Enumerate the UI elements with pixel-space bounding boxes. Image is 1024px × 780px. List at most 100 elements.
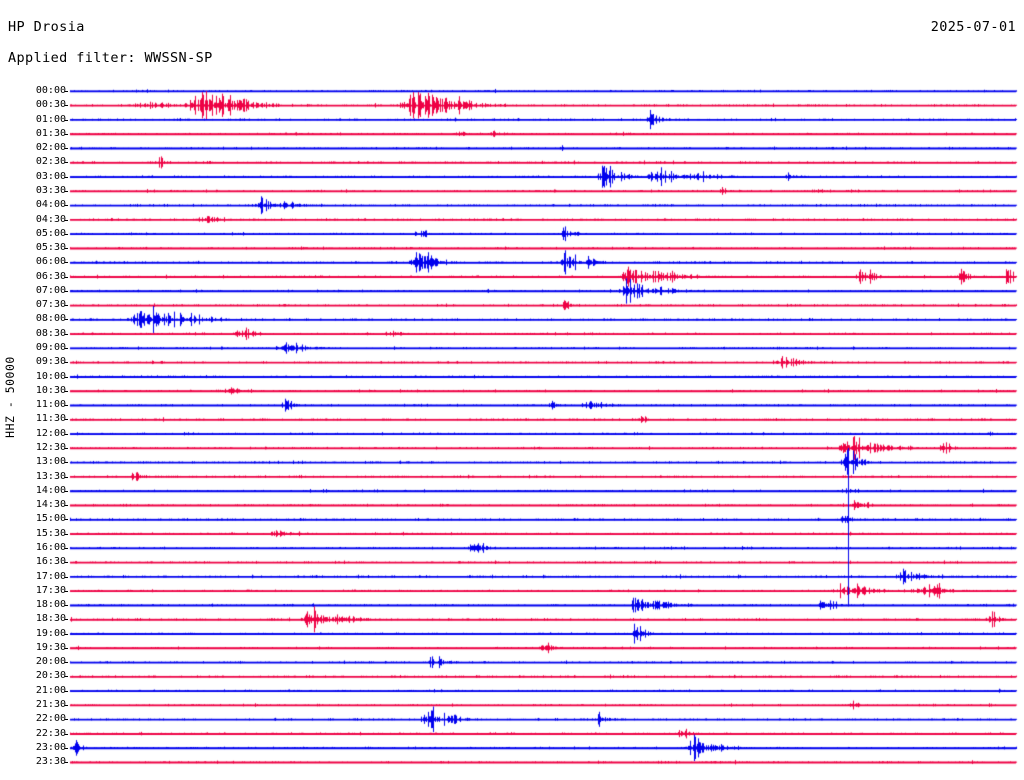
time-tick-mark — [65, 548, 68, 549]
time-tick-label: 08:30 — [35, 327, 66, 339]
time-tick-label: 00:00 — [35, 85, 66, 96]
time-tick-mark — [65, 562, 68, 563]
time-tick-label: 13:30 — [35, 470, 66, 482]
time-tick-mark — [65, 391, 68, 392]
time-tick-label: 06:30 — [35, 270, 66, 282]
time-tick-mark — [65, 434, 68, 435]
time-tick-mark — [65, 305, 68, 306]
time-tick-label: 03:30 — [35, 184, 66, 196]
time-tick-label: 20:00 — [35, 656, 66, 668]
time-tick-mark — [65, 691, 68, 692]
time-tick-label: 20:30 — [35, 670, 66, 682]
time-tick-label: 09:00 — [35, 342, 66, 354]
time-tick-label: 05:30 — [35, 242, 66, 254]
time-tick-mark — [65, 377, 68, 378]
time-tick-label: 13:00 — [35, 456, 66, 468]
time-tick-mark — [65, 462, 68, 463]
time-tick-mark — [65, 577, 68, 578]
time-tick-label: 21:00 — [35, 684, 66, 696]
time-tick-label: 03:00 — [35, 170, 66, 182]
time-tick-mark — [65, 220, 68, 221]
time-tick-label: 12:30 — [35, 442, 66, 453]
time-tick-label: 18:00 — [35, 599, 66, 611]
time-tick-label: 10:00 — [35, 370, 66, 382]
time-tick-mark — [65, 505, 68, 506]
time-tick-mark — [65, 205, 68, 206]
time-tick-label: 07:30 — [35, 299, 66, 311]
time-tick-mark — [65, 191, 68, 192]
time-tick-mark — [65, 134, 68, 135]
time-tick-label: 11:00 — [35, 399, 66, 411]
time-tick-label: 17:30 — [35, 584, 66, 596]
time-tick-label: 23:30 — [35, 756, 66, 768]
time-tick-label: 12:00 — [35, 427, 66, 439]
time-tick-label: 01:30 — [35, 127, 66, 139]
time-tick-mark — [65, 334, 68, 335]
time-tick-label: 01:00 — [35, 113, 66, 125]
time-tick-label: 08:00 — [35, 313, 66, 325]
time-tick-label: 15:00 — [35, 513, 66, 525]
time-tick-label: 02:00 — [35, 142, 66, 154]
time-tick-mark — [65, 277, 68, 278]
time-tick-mark — [65, 519, 68, 520]
time-tick-mark — [65, 619, 68, 620]
time-tick-mark — [65, 534, 68, 535]
time-tick-mark — [65, 248, 68, 249]
time-tick-mark — [65, 734, 68, 735]
time-tick-mark — [65, 591, 68, 592]
time-tick-label: 15:30 — [35, 527, 66, 539]
time-axis: 00:00 00:30 01:00 01:30 02:00 02:30 03:00 03:30… — [0, 0, 68, 780]
time-tick-mark — [65, 419, 68, 420]
time-tick-label: 19:00 — [35, 627, 66, 639]
time-tick-mark — [65, 148, 68, 149]
time-tick-mark — [65, 748, 68, 749]
time-tick-label: 19:30 — [35, 641, 66, 653]
time-tick-mark — [65, 448, 68, 449]
time-tick-mark — [65, 234, 68, 235]
time-tick-label: 14:30 — [35, 499, 66, 511]
time-tick-mark — [65, 348, 68, 349]
time-tick-label: 22:30 — [35, 727, 66, 739]
time-tick-label: 11:30 — [35, 413, 66, 425]
time-tick-mark — [65, 705, 68, 706]
time-tick-mark — [65, 91, 68, 92]
time-tick-mark — [65, 634, 68, 635]
time-tick-label: 00:30 — [35, 99, 66, 111]
time-tick-mark — [65, 605, 68, 606]
time-tick-label: 23:00 — [35, 741, 66, 753]
time-tick-label: 16:00 — [35, 541, 66, 553]
time-tick-mark — [65, 477, 68, 478]
time-tick-mark — [65, 319, 68, 320]
time-tick-label: 22:00 — [35, 713, 66, 725]
time-tick-mark — [65, 177, 68, 178]
time-tick-label: 07:00 — [35, 284, 66, 296]
time-tick-label: 04:30 — [35, 213, 66, 225]
time-tick-label: 17:00 — [35, 570, 66, 582]
time-tick-label: 06:00 — [35, 256, 66, 268]
time-tick-label: 02:30 — [35, 156, 66, 168]
time-tick-mark — [65, 762, 68, 763]
time-tick-mark — [65, 676, 68, 677]
time-tick-mark — [65, 662, 68, 663]
time-tick-mark — [65, 291, 68, 292]
time-tick-mark — [65, 719, 68, 720]
time-tick-label: 10:30 — [35, 384, 66, 396]
time-tick-mark — [65, 162, 68, 163]
time-tick-label: 21:30 — [35, 699, 66, 711]
time-tick-label: 16:30 — [35, 556, 66, 568]
time-tick-mark — [65, 491, 68, 492]
time-tick-label: 04:00 — [35, 199, 66, 211]
time-tick-label: 05:00 — [35, 227, 66, 239]
time-tick-label: 18:30 — [35, 613, 66, 625]
time-tick-label: 09:30 — [35, 356, 66, 368]
time-tick-mark — [65, 105, 68, 106]
time-tick-mark — [65, 262, 68, 263]
time-tick-mark — [65, 648, 68, 649]
time-tick-mark — [65, 120, 68, 121]
time-tick-label: 14:00 — [35, 484, 66, 496]
time-tick-mark — [65, 362, 68, 363]
time-tick-mark — [65, 405, 68, 406]
